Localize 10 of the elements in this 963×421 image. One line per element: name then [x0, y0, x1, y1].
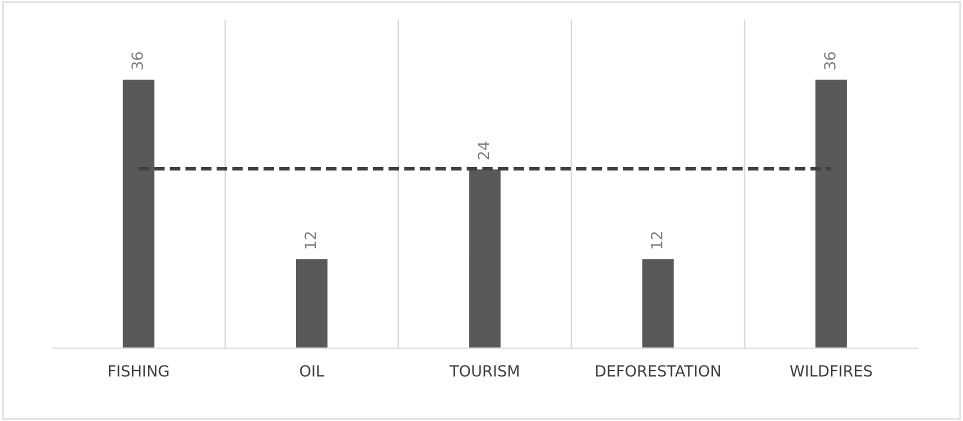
- x-tick-label: OIL: [300, 365, 324, 377]
- data-label: 36: [824, 52, 836, 70]
- x-tick-label: TOURISM: [450, 365, 519, 377]
- x-tick-label: DEFORESTATION: [596, 365, 720, 377]
- x-tick-label: FISHING: [108, 365, 168, 377]
- data-label: 12: [650, 232, 662, 248]
- data-label: 12: [304, 232, 316, 248]
- data-label: 24: [478, 142, 490, 160]
- x-tick-label: WILDFIRES: [790, 365, 872, 377]
- data-label: 36: [131, 52, 144, 70]
